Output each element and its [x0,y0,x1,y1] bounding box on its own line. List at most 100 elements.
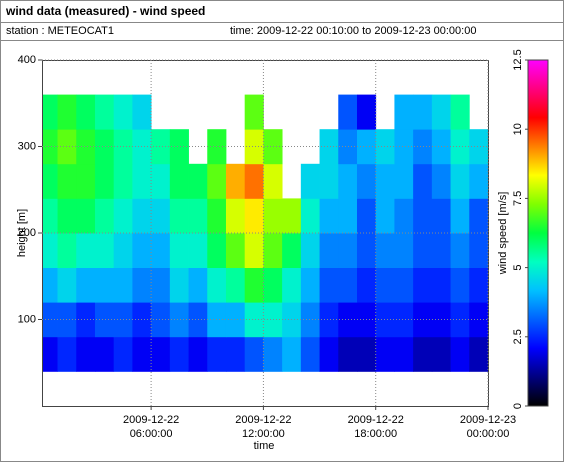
heatmap-cell [169,163,189,199]
heatmap-cell [132,233,152,268]
heatmap-cell [113,233,133,268]
heatmap-cell [300,336,320,372]
heatmap-cell [375,336,395,372]
heatmap-cell [282,198,302,234]
heatmap-cell [244,129,264,165]
x-tick-label: 18:00:00 [354,428,397,440]
heatmap-cell [76,163,96,199]
heatmap-cell [244,94,264,130]
heatmap-cell [469,163,489,199]
heatmap-cell [225,267,246,303]
period: time: 2009-12-22 00:10:00 to 2009-12-23 … [230,25,476,37]
heatmap-cell [94,267,115,303]
heatmap-cell [207,336,227,372]
heatmap-cell [225,233,246,268]
heatmap-cell [207,233,227,268]
heatmap-cell [57,336,77,372]
heatmap-cell [375,163,395,199]
heatmap-cell [151,302,171,338]
colorbar-tick-label: 7.5 [512,191,524,206]
heatmap-cell [188,267,208,303]
heatmap-cell [319,267,339,303]
heatmap-cell [375,302,395,338]
heatmap-cell [94,336,115,372]
heatmap-cell [42,233,58,268]
x-tick-label: 12:00:00 [242,428,285,440]
heatmap-cell [263,129,283,165]
heatmap-cell [338,336,358,372]
y-tick-label: 100 [18,313,36,325]
heatmap-cell [450,336,470,372]
heatmap-cell [356,336,377,372]
heatmap-cell [263,163,283,199]
heatmap-cell [132,267,152,303]
heatmap-cell [450,163,470,199]
heatmap-cell [413,198,433,234]
heatmap-cell [319,336,339,372]
heatmap-cell [113,94,133,130]
heatmap-cell [207,198,227,234]
heatmap-cell [394,163,414,199]
heatmap-cell [413,233,433,268]
heatmap-cell [207,267,227,303]
heatmap-cell [394,198,414,234]
heatmap-cell [225,198,246,234]
colorbar [527,59,549,407]
heatmap-cell [356,94,377,130]
heatmap-cell [113,336,133,372]
x-tick-label: 00:00:00 [467,428,510,440]
heatmap-cell [263,336,283,372]
heatmap-cell [76,198,96,234]
heatmap-cell [225,336,246,372]
heatmap-cell [151,233,171,268]
heatmap-cell [57,163,77,199]
heatmap-cell [42,129,58,165]
heatmap-cell [188,233,208,268]
heatmap-cell [319,163,339,199]
colorbar-tick-label: 5 [512,265,524,271]
heatmap-cell [94,233,115,268]
heatmap-cell [188,336,208,372]
heatmap-cell [94,129,115,165]
heatmap-cell [300,233,320,268]
heatmap-cell [94,302,115,338]
heatmap-cell [450,198,470,234]
heatmap-cell [57,94,77,130]
heatmap-cell [356,163,377,199]
heatmap-cell [338,94,358,130]
heatmap-cell [394,233,414,268]
heatmap-cell [469,233,489,268]
heatmap-cell [431,233,451,268]
heatmap-cell [113,267,133,303]
heatmap-cell [338,198,358,234]
heatmap-cell [450,302,470,338]
heatmap-cell [413,302,433,338]
heatmap-cell [169,129,189,165]
x-tick-label: 2009-12-23 [460,414,516,426]
heatmap-cell [151,198,171,234]
heatmap-cell [151,129,171,165]
heatmap-cell [413,267,433,303]
heatmap-cell [169,198,189,234]
heatmap-cell [188,198,208,234]
heatmap-cell [225,163,246,199]
heatmap-cell [132,163,152,199]
heatmap-cell [431,267,451,303]
heatmap-cell [431,198,451,234]
heatmap-cell [469,129,489,165]
heatmap-cell [450,233,470,268]
heatmap-cell [42,163,58,199]
heatmap-cell [319,302,339,338]
heatmap-cell [151,163,171,199]
heatmap-cell [151,267,171,303]
heatmap-cell [300,198,320,234]
heatmap-cell [450,94,470,130]
heatmap-cell [263,302,283,338]
heatmap-cell [375,198,395,234]
heatmap-cell [375,267,395,303]
heatmap-cell [42,267,58,303]
x-axis-label: time [254,440,275,452]
heatmap-cell [244,163,264,199]
heatmap-cell [338,302,358,338]
